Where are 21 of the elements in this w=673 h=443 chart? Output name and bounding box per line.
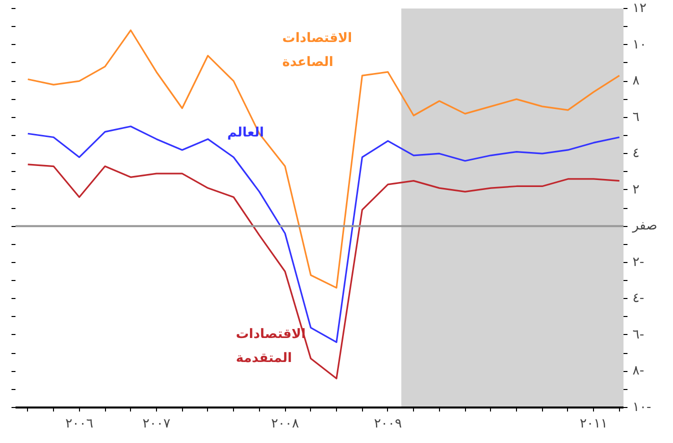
series-label: الاقتصادات الصاعدة xyxy=(282,31,352,70)
y-tick-label: ٢ xyxy=(632,182,640,198)
y-tick-label: ١٠ xyxy=(632,37,646,52)
x-tick-label: ٢٠٠٧ xyxy=(142,416,170,432)
y-tick-label: صفر xyxy=(632,218,658,234)
x-tick-label: ٢٠١١ xyxy=(580,416,608,432)
x-tick-label: ٢٠٠٨ xyxy=(271,416,300,432)
y-tick-label: ٦- xyxy=(632,327,644,342)
y-tick-label: ٤- xyxy=(632,291,644,306)
y-tick-label: ٨ xyxy=(632,74,640,89)
y-tick-label: ٢- xyxy=(632,254,644,270)
y-tick-label: ١٢ xyxy=(632,1,646,16)
y-tick-label: ٤ xyxy=(632,146,640,162)
y-tick-label: ٦ xyxy=(632,110,640,125)
y-tick-label: ٨- xyxy=(632,364,644,379)
x-tick-label: ٢٠٠٩ xyxy=(374,416,402,432)
line-series xyxy=(27,29,620,289)
y-tick-label: ١٠- xyxy=(632,400,652,415)
line-series xyxy=(27,164,620,380)
x-tick-label: ٢٠٠٦ xyxy=(65,416,94,432)
line-series xyxy=(27,126,620,344)
